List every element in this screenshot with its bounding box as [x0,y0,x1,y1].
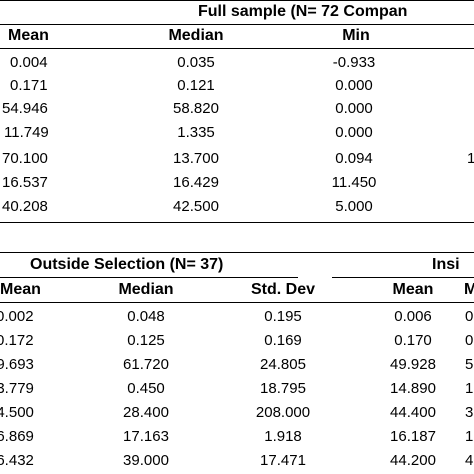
panel-a-header-rule [0,48,474,49]
median-cell: 42.500 [173,198,219,215]
panel-b-header-rule [0,302,474,303]
outside-median-cell: 0.450 [127,380,165,397]
panel-a-top-rule [0,0,474,1]
edge-fragment: 1 [467,150,474,167]
inside-cutoff-cell: 1 [465,428,474,445]
mean-cell: 70.100 [2,150,48,167]
panel-b-group-rule-inside [332,277,474,278]
inside-mean-cell: 16.187 [390,428,436,445]
panel-a-group-rule [0,24,474,25]
panel-b-col-mean-outside: Mean [0,281,41,298]
outside-median-cell: 39.000 [123,452,169,469]
median-cell: 16.429 [173,174,219,191]
inside-mean-cell: 0.006 [394,308,432,325]
inside-cutoff-cell: 5 [465,356,474,373]
mean-cell: 40.208 [2,198,48,215]
mean-cell: 16.537 [2,174,48,191]
outside-stddev-cell: 24.805 [260,356,306,373]
outside-median-cell: 61.720 [123,356,169,373]
outside-median-cell: 28.400 [123,404,169,421]
inside-cutoff-cell: 0 [465,308,474,325]
inside-mean-cell: 44.200 [390,452,436,469]
median-cell: 13.700 [173,150,219,167]
outside-mean-cell: 16.869 [0,428,34,445]
inside-mean-cell: 44.400 [390,404,436,421]
outside-median-cell: 0.125 [127,332,165,349]
panel-b-top-rule [0,252,474,253]
inside-cutoff-cell: 0 [465,332,474,349]
outside-median-cell: 0.048 [127,308,165,325]
panel-b-col-std-dev: Std. Dev [250,281,316,298]
min-cell: 0.000 [335,77,373,94]
inside-cutoff-cell: 3 [465,404,474,421]
panel-a-col-min: Min [342,27,370,44]
panel-b-group-title-inside: Insi [432,256,460,273]
inside-mean-cell: 0.170 [394,332,432,349]
min-cell: 0.094 [335,150,373,167]
min-cell: -0.933 [332,54,376,71]
inside-mean-cell: 14.890 [390,380,436,397]
outside-stddev-cell: 0.169 [264,332,302,349]
mean-cell: 0.171 [10,77,48,94]
min-cell: 11.450 [331,174,377,191]
panel-b-col-mean-inside: Mean [392,281,434,298]
outside-mean-cell: 49.693 [0,356,34,373]
mean-cell: 54.946 [2,100,48,117]
panel-b-col-median: Median [118,281,174,298]
outside-mean-cell: 0.002 [0,308,34,325]
mean-cell: 11.749 [4,124,49,141]
outside-stddev-cell: 17.471 [260,452,306,469]
panel-a-group-title: Full sample (N= 72 Compan [198,3,408,20]
outside-stddev-cell: 18.795 [260,380,306,397]
outside-mean-cell: 0.172 [0,332,34,349]
mean-cell: 0.004 [10,54,48,71]
median-cell: 58.820 [173,100,219,117]
outside-mean-cell: 36.432 [0,452,34,469]
panel-a-col-mean: Mean [8,27,49,44]
panel-a-col-median: Median [168,27,224,44]
median-cell: 0.035 [177,54,215,71]
inside-cutoff-cell: 4 [465,452,474,469]
panel-b-group-rule-outside [0,277,298,278]
outside-mean-cell: 34.500 [0,404,34,421]
min-cell: 0.000 [335,124,373,141]
min-cell: 0.000 [335,100,373,117]
inside-cutoff-cell: 1 [465,380,474,397]
outside-stddev-cell: 0.195 [264,308,302,325]
outside-stddev-cell: 1.918 [264,428,302,445]
median-cell: 1.335 [177,124,215,141]
panel-b-group-title-outside: Outside Selection (N= 37) [30,256,224,273]
outside-stddev-cell: 208.000 [255,404,311,421]
panel-a-bottom-rule [0,222,474,223]
min-cell: 5.000 [335,198,373,215]
outside-median-cell: 17.163 [123,428,169,445]
median-cell: 0.121 [177,77,215,94]
panel-b-col-cutoff: M [464,281,474,298]
inside-mean-cell: 49.928 [390,356,436,373]
outside-mean-cell: 13.779 [0,380,34,397]
